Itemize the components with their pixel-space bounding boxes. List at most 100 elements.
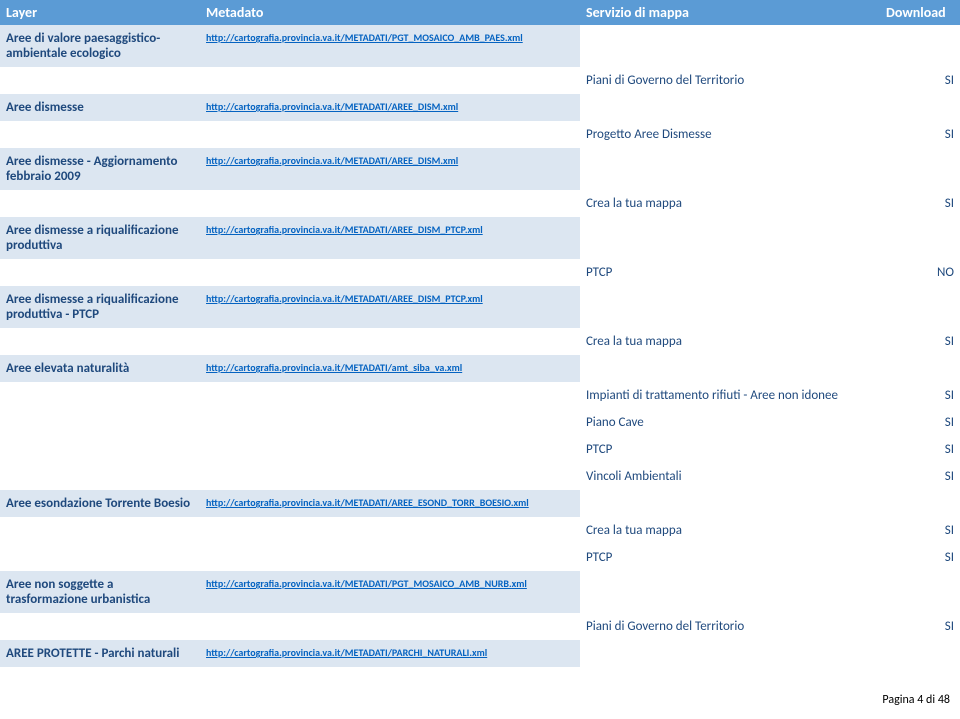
service-row: PTCPSI <box>0 436 960 463</box>
table-body: Aree di valore paesaggistico-ambientale … <box>0 25 960 667</box>
service-name: Crea la tua mappa <box>580 190 880 217</box>
service-row: PTCPNO <box>0 259 960 286</box>
service-name: Crea la tua mappa <box>580 328 880 355</box>
download-flag: SI <box>880 382 960 409</box>
download-flag: NO <box>880 259 960 286</box>
spacer <box>0 544 200 571</box>
spacer <box>0 259 200 286</box>
service-row: PTCPSI <box>0 544 960 571</box>
spacer <box>200 409 580 436</box>
header-servizio: Servizio di mappa <box>580 0 880 25</box>
metadata-link[interactable]: http://cartografia.provincia.va.it/METAD… <box>206 577 527 590</box>
header-layer: Layer <box>0 0 200 25</box>
spacer <box>200 517 580 544</box>
spacer <box>0 328 200 355</box>
download-flag: SI <box>880 190 960 217</box>
page-footer: Pagina 4 di 48 <box>0 687 960 713</box>
download-flag: SI <box>880 463 960 490</box>
layer-row: Aree non soggette a trasformazione urban… <box>0 571 960 613</box>
layer-row: Aree dismesse - Aggiornamento febbraio 2… <box>0 148 960 190</box>
metadata-cell: http://cartografia.provincia.va.it/METAD… <box>200 490 580 517</box>
service-name: Piani di Governo del Territorio <box>580 67 880 94</box>
service-row: Crea la tua mappaSI <box>0 517 960 544</box>
spacer <box>0 409 200 436</box>
layer-row: Aree elevata naturalità http://cartografi… <box>0 355 960 382</box>
header-metadato: Metadato <box>200 0 580 25</box>
layer-name: Aree di valore paesaggistico-ambientale … <box>0 25 200 67</box>
service-name: PTCP <box>580 259 880 286</box>
layer-row: Aree dismesse a riqualificazione produtt… <box>0 286 960 328</box>
service-name: PTCP <box>580 544 880 571</box>
spacer <box>200 382 580 409</box>
layer-name: AREE PROTETTE - Parchi naturali <box>0 640 200 667</box>
layer-row: AREE PROTETTE - Parchi naturali http://ca… <box>0 640 960 667</box>
spacer <box>200 436 580 463</box>
layer-row: Aree dismesse a riqualificazione produtt… <box>0 217 960 259</box>
download-flag: SI <box>880 409 960 436</box>
header-download: Download <box>880 0 960 25</box>
layer-name: Aree dismesse <box>0 94 200 121</box>
metadata-link[interactable]: http://cartografia.provincia.va.it/METAD… <box>206 292 483 305</box>
metadata-link[interactable]: http://cartografia.provincia.va.it/METAD… <box>206 100 458 113</box>
download-flag: SI <box>880 517 960 544</box>
metadata-cell: http://cartografia.provincia.va.it/METAD… <box>200 355 580 382</box>
metadata-cell: http://cartografia.provincia.va.it/METAD… <box>200 25 580 67</box>
metadata-cell: http://cartografia.provincia.va.it/METAD… <box>200 94 580 121</box>
metadata-link[interactable]: http://cartografia.provincia.va.it/METAD… <box>206 223 483 236</box>
spacer <box>0 67 200 94</box>
service-row: Impianti di trattamento rifiuti - Aree n… <box>0 382 960 409</box>
download-flag: SI <box>880 613 960 640</box>
spacer <box>200 259 580 286</box>
service-name: Piano Cave <box>580 409 880 436</box>
spacer <box>200 463 580 490</box>
layer-row: Aree dismesse http://cartografia.provinci… <box>0 94 960 121</box>
spacer <box>200 613 580 640</box>
service-name: Vincoli Ambientali <box>580 463 880 490</box>
service-row: Piani di Governo del TerritorioSI <box>0 67 960 94</box>
spacer <box>200 328 580 355</box>
spacer <box>0 190 200 217</box>
metadata-link[interactable]: http://cartografia.provincia.va.it/METAD… <box>206 31 523 44</box>
service-name: Piani di Governo del Territorio <box>580 613 880 640</box>
download-flag: SI <box>880 436 960 463</box>
download-flag: SI <box>880 544 960 571</box>
metadata-cell: http://cartografia.provincia.va.it/METAD… <box>200 148 580 190</box>
download-flag: SI <box>880 328 960 355</box>
layer-name: Aree dismesse a riqualificazione produtt… <box>0 217 200 259</box>
service-name: Impianti di trattamento rifiuti - Aree n… <box>580 382 880 409</box>
service-name: Crea la tua mappa <box>580 517 880 544</box>
layer-name: Aree elevata naturalità <box>0 355 200 382</box>
spacer <box>200 67 580 94</box>
layer-row: Aree di valore paesaggistico-ambientale … <box>0 25 960 67</box>
metadata-link[interactable]: http://cartografia.provincia.va.it/METAD… <box>206 646 487 659</box>
service-row: Progetto Aree DismesseSI <box>0 121 960 148</box>
layer-row: Aree esondazione Torrente Boesiohttp://c… <box>0 490 960 517</box>
layer-name: Aree dismesse - Aggiornamento febbraio 2… <box>0 148 200 190</box>
layer-name: Aree dismesse a riqualificazione produtt… <box>0 286 200 328</box>
service-row: Piano CaveSI <box>0 409 960 436</box>
metadata-cell: http://cartografia.provincia.va.it/METAD… <box>200 286 580 328</box>
spacer <box>0 121 200 148</box>
spacer <box>200 190 580 217</box>
service-name: Progetto Aree Dismesse <box>580 121 880 148</box>
download-flag: SI <box>880 121 960 148</box>
metadata-cell: http://cartografia.provincia.va.it/METAD… <box>200 217 580 259</box>
service-row: Vincoli AmbientaliSI <box>0 463 960 490</box>
spacer <box>0 382 200 409</box>
metadata-cell: http://cartografia.provincia.va.it/METAD… <box>200 640 580 667</box>
spacer <box>200 121 580 148</box>
table-header: Layer Metadato Servizio di mappa Downloa… <box>0 0 960 25</box>
spacer <box>200 544 580 571</box>
metadata-link[interactable]: http://cartografia.provincia.va.it/METAD… <box>206 496 529 509</box>
metadata-link[interactable]: http://cartografia.provincia.va.it/METAD… <box>206 361 462 374</box>
service-row: Piani di Governo del TerritorioSI <box>0 613 960 640</box>
service-row: Crea la tua mappaSI <box>0 328 960 355</box>
spacer <box>0 436 200 463</box>
service-name: PTCP <box>580 436 880 463</box>
spacer <box>0 613 200 640</box>
metadata-link[interactable]: http://cartografia.provincia.va.it/METAD… <box>206 154 458 167</box>
service-row: Crea la tua mappaSI <box>0 190 960 217</box>
spacer <box>0 517 200 544</box>
download-flag: SI <box>880 67 960 94</box>
metadata-cell: http://cartografia.provincia.va.it/METAD… <box>200 571 580 613</box>
